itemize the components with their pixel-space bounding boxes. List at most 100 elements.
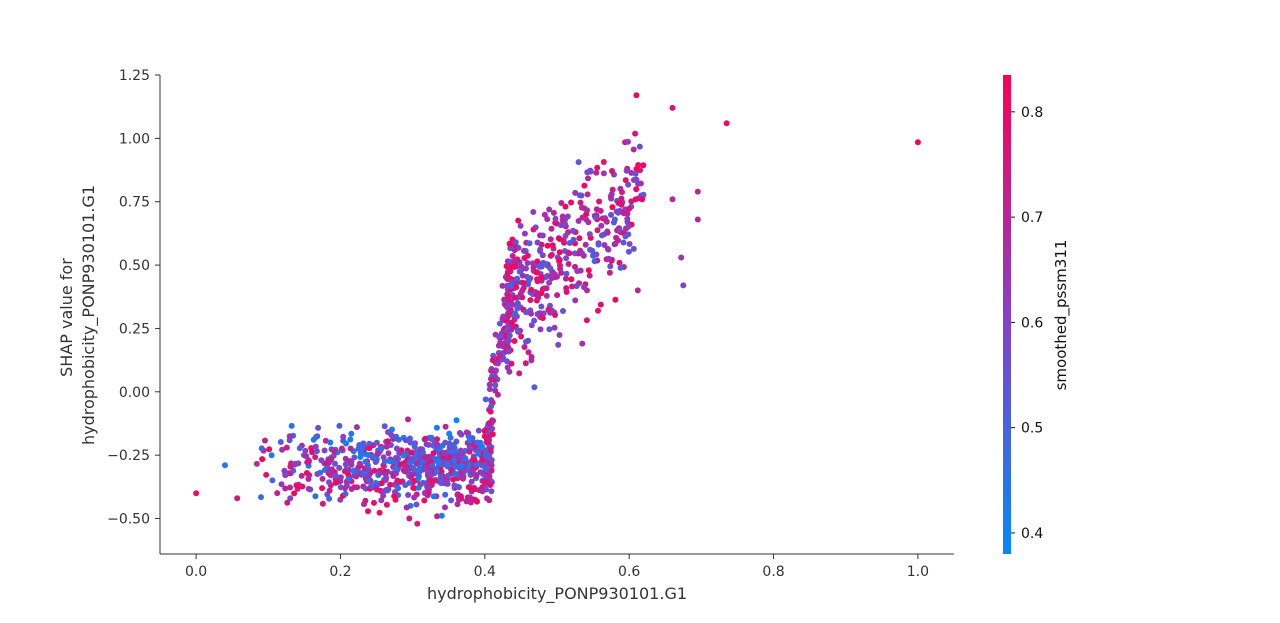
scatter-point bbox=[534, 258, 541, 265]
scatter-point bbox=[422, 435, 429, 442]
scatter-point bbox=[326, 487, 333, 494]
scatter-point bbox=[570, 227, 576, 234]
scatter-point bbox=[528, 354, 535, 360]
scatter-point bbox=[277, 439, 284, 445]
scatter-point bbox=[442, 491, 449, 498]
scatter-point bbox=[489, 425, 496, 432]
scatter-point bbox=[487, 408, 494, 415]
scatter-point bbox=[496, 352, 503, 359]
scatter-point bbox=[605, 255, 612, 262]
scatter-point bbox=[562, 232, 569, 239]
scatter-point bbox=[359, 471, 366, 477]
scatter-point bbox=[383, 443, 390, 450]
scatter-point bbox=[424, 472, 431, 479]
scatter-point bbox=[408, 449, 415, 456]
y-tick-label: −0.50 bbox=[107, 512, 150, 528]
scatter-point bbox=[487, 482, 494, 488]
scatter-point bbox=[381, 423, 388, 430]
scatter-point bbox=[616, 259, 623, 266]
scatter-point bbox=[494, 360, 501, 367]
scatter-point bbox=[373, 439, 380, 446]
scatter-point bbox=[299, 483, 306, 490]
scatter-point bbox=[578, 192, 585, 199]
scatter-point bbox=[441, 450, 448, 457]
scatter-point bbox=[407, 439, 414, 446]
scatter-point bbox=[575, 159, 582, 166]
scatter-point bbox=[402, 464, 409, 471]
scatter-point bbox=[514, 327, 521, 334]
scatter-point bbox=[417, 464, 423, 471]
scatter-point bbox=[507, 245, 514, 252]
scatter-point bbox=[566, 240, 573, 246]
scatter-point bbox=[428, 482, 435, 488]
scatter-point bbox=[559, 217, 566, 224]
scatter-point bbox=[506, 332, 513, 339]
scatter-point bbox=[494, 391, 501, 398]
scatter-point bbox=[314, 433, 321, 440]
scatter-point bbox=[543, 292, 550, 299]
scatter-point bbox=[607, 263, 614, 270]
scatter-point bbox=[694, 216, 701, 223]
scatter-point bbox=[610, 219, 617, 226]
scatter-point bbox=[321, 467, 328, 473]
scatter-point bbox=[305, 476, 312, 482]
scatter-point bbox=[625, 181, 632, 188]
scatter-point bbox=[557, 262, 563, 269]
scatter-point bbox=[410, 484, 417, 491]
scatter-point bbox=[640, 162, 647, 169]
scatter-point bbox=[293, 482, 300, 489]
scatter-point bbox=[527, 297, 534, 304]
scatter-point bbox=[406, 480, 413, 486]
scatter-point bbox=[222, 462, 228, 469]
scatter-point bbox=[325, 459, 332, 466]
scatter-point bbox=[481, 478, 488, 485]
scatter-point bbox=[694, 188, 701, 195]
scatter-point bbox=[317, 469, 324, 476]
scatter-point bbox=[442, 504, 448, 511]
scatter-point bbox=[479, 487, 486, 494]
scatter-point bbox=[584, 207, 591, 214]
scatter-point bbox=[607, 193, 614, 200]
scatter-point bbox=[539, 252, 546, 259]
y-tick-label: 0.25 bbox=[119, 321, 150, 337]
scatter-point bbox=[389, 426, 395, 433]
scatter-point bbox=[584, 191, 591, 198]
scatter-point bbox=[429, 462, 436, 469]
scatter-point bbox=[544, 242, 551, 249]
scatter-point bbox=[392, 465, 399, 472]
scatter-point bbox=[486, 386, 493, 393]
scatter-point bbox=[457, 493, 464, 500]
scatter-point bbox=[371, 467, 378, 474]
scatter-point bbox=[545, 306, 552, 313]
scatter-point bbox=[468, 478, 475, 485]
scatter-point bbox=[365, 452, 372, 459]
scatter-point bbox=[583, 317, 590, 324]
colorbar-tick-label: 0.7 bbox=[1021, 210, 1043, 226]
scatter-point bbox=[373, 457, 380, 464]
scatter-point bbox=[279, 446, 286, 453]
scatter-point bbox=[633, 165, 640, 172]
scatter-point bbox=[585, 219, 592, 226]
scatter-point bbox=[552, 312, 558, 318]
y-axis-label-line-1: SHAP value for bbox=[57, 258, 76, 377]
scatter-point bbox=[374, 450, 381, 457]
scatter-point bbox=[488, 403, 495, 410]
scatter-point bbox=[562, 203, 569, 210]
scatter-point bbox=[541, 211, 548, 218]
scatter-point bbox=[514, 275, 521, 282]
y-tick-label: 1.25 bbox=[119, 68, 150, 84]
scatter-point bbox=[455, 484, 462, 490]
scatter-point bbox=[326, 468, 333, 475]
scatter-point bbox=[558, 200, 565, 206]
scatter-point bbox=[606, 269, 613, 276]
scatter-point bbox=[529, 260, 536, 267]
scatter-point bbox=[342, 485, 348, 492]
scatter-point bbox=[571, 250, 578, 257]
scatter-point bbox=[539, 315, 546, 322]
scatter-point bbox=[626, 241, 633, 247]
colorbar-tick-label: 0.6 bbox=[1021, 315, 1043, 331]
scatter-point bbox=[625, 138, 631, 145]
scatter-point bbox=[319, 475, 326, 482]
scatter-point bbox=[538, 274, 545, 281]
